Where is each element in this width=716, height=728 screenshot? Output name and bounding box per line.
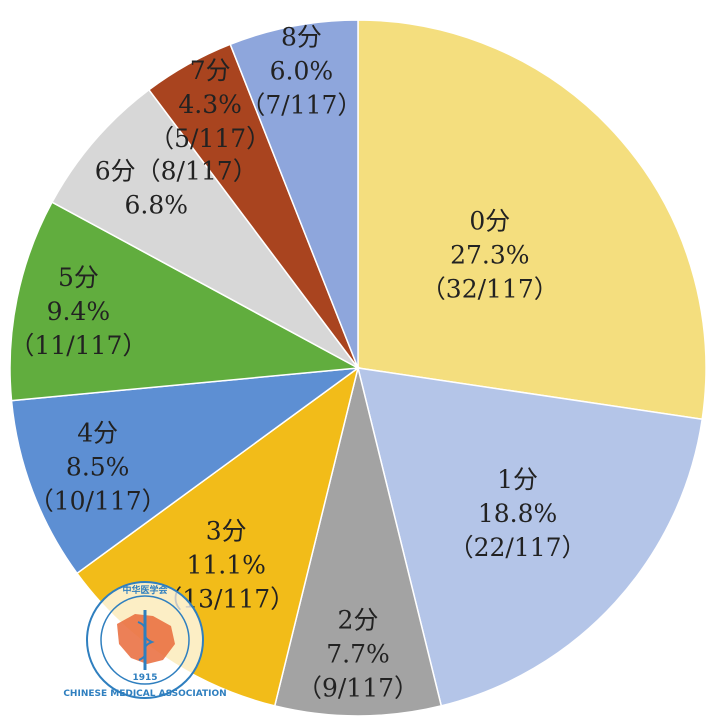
pie-label-2: 2分 7.7% （9/117） — [297, 605, 419, 702]
slice-category-label: 8分 — [281, 23, 322, 52]
pie-label-0: 0分 27.3% （32/117） — [421, 206, 559, 303]
slice-category-label: 3分 — [206, 517, 247, 546]
pie-slice-1 — [357, 367, 704, 707]
slice-percent-label: 9.4% — [47, 297, 111, 326]
pie-label-7: 7分 4.3% （5/117） — [149, 56, 271, 153]
slice-percent-label: 4.3% — [178, 90, 242, 119]
slice-percent-label: 7.7% — [326, 639, 390, 668]
slice-count-label: （5/117） — [149, 124, 271, 153]
logo-chinese-text: 中华医学会 — [122, 584, 168, 596]
slice-count-label: （22/117） — [449, 533, 587, 562]
slice-percent-label: 18.8% — [478, 499, 557, 528]
slice-category-label: 0分 — [469, 206, 510, 235]
pie-slice-4 — [10, 366, 361, 575]
pie-slices — [9, 19, 707, 717]
logo-year: 1915 — [132, 673, 157, 683]
chinese-medical-association-logo: 1915 中华医学会 CHINESE MEDICAL ASSOCIATION — [63, 581, 227, 699]
slice-category-label: 5分 — [58, 263, 99, 292]
slice-count-label: （9/117） — [297, 673, 419, 702]
pie-slice-2 — [273, 367, 443, 717]
slice-percent-label: 6.0% — [270, 57, 334, 86]
slice-percent-label: 27.3% — [450, 240, 529, 269]
slice-percent-label: 8.5% — [66, 453, 130, 482]
pie-label-4: 4分 8.5% （10/117） — [29, 419, 167, 516]
slice-category-label: 4分 — [77, 419, 118, 448]
pie-label-5: 5分 9.4% （11/117） — [9, 263, 147, 360]
pie-slice-5 — [9, 201, 361, 402]
slice-count-label: （32/117） — [421, 274, 559, 303]
pie-slice-0 — [357, 19, 707, 421]
slice-category-count-label: 6分（8/117） — [95, 156, 258, 185]
logo-english-text: CHINESE MEDICAL ASSOCIATION — [63, 689, 226, 699]
pie-label-8: 8分 6.0% （7/117） — [240, 23, 362, 120]
slice-percent-label: 11.1% — [186, 551, 265, 580]
pie-slice-6 — [51, 88, 359, 369]
pie-label-1: 1分 18.8% （22/117） — [449, 465, 587, 562]
slice-count-label: （7/117） — [240, 91, 362, 120]
pie-label-6: 6分（8/117） 6.8% — [95, 156, 258, 219]
slice-category-label: 2分 — [338, 605, 379, 634]
slice-count-label: （10/117） — [29, 487, 167, 516]
pie-labels: 0分 27.3% （32/117） 1分 18.8% （22/117） 2分 7.7% （9/1… — [9, 23, 586, 703]
slice-category-label: 1分 — [497, 465, 538, 494]
pie-slice-8 — [229, 19, 359, 369]
slice-category-label: 7分 — [190, 56, 231, 85]
slice-percent-label: 6.8% — [124, 190, 188, 219]
slice-count-label: （11/117） — [9, 331, 147, 360]
